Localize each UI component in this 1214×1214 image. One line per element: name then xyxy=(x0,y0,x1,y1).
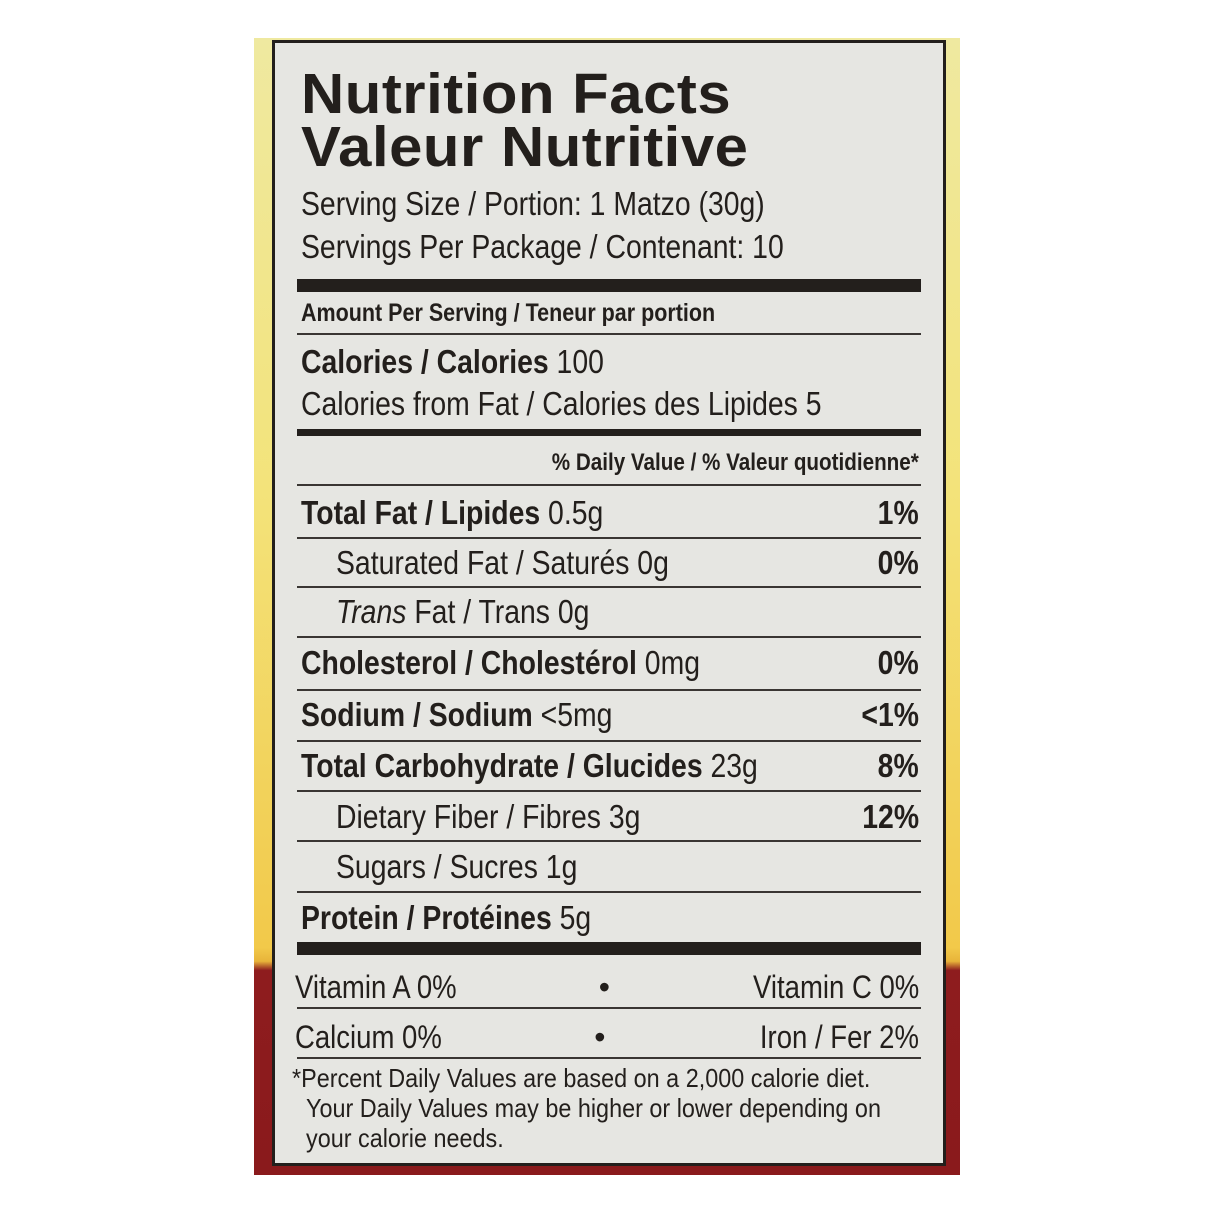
mineral-row: Calcium 0% • Iron / Fer 2% xyxy=(295,1018,919,1055)
divider-thick xyxy=(297,942,921,955)
divider xyxy=(297,840,921,842)
nutrient-row-total-carbohydrate: Total Carbohydrate / Glucides 23g 8% xyxy=(301,747,919,784)
nutrient-row-sugars: Sugars / Sucres 1g xyxy=(336,848,578,885)
title: Nutrition Facts xyxy=(301,62,732,126)
amount-per-serving: Amount Per Serving / Teneur par portion xyxy=(301,299,716,327)
divider xyxy=(297,484,921,486)
nutrient-row-dietary-fiber: Dietary Fiber / Fibres 3g 12% xyxy=(336,798,919,835)
divider-thick xyxy=(297,279,921,292)
divider xyxy=(297,689,921,691)
divider xyxy=(297,1057,921,1059)
divider xyxy=(297,891,921,893)
divider-medium xyxy=(297,429,921,436)
nutrient-row-protein: Protein / Protéines 5g xyxy=(301,899,592,936)
calories-from-fat: Calories from Fat / Calories des Lipides… xyxy=(301,385,822,422)
nutrient-row-trans-fat: Trans Fat / Trans 0g xyxy=(336,593,590,630)
divider xyxy=(297,740,921,742)
nutrient-row-sodium: Sodium / Sodium <5mg <1% xyxy=(301,696,919,733)
calories-label: Calories / Calories xyxy=(301,343,549,380)
nutrient-row-total-fat: Total Fat / Lipides 0.5g 1% xyxy=(301,494,919,531)
servings-per-package: Servings Per Package / Contenant: 10 xyxy=(301,228,784,265)
vitamin-row: Vitamin A 0% • Vitamin C 0% xyxy=(295,968,919,1005)
footnote: *Percent Daily Values are based on a 2,0… xyxy=(292,1063,881,1153)
divider xyxy=(297,333,921,335)
serving-size: Serving Size / Portion: 1 Matzo (30g) xyxy=(301,185,765,222)
nutrient-row-saturated-fat: Saturated Fat / Saturés 0g 0% xyxy=(336,544,919,581)
divider xyxy=(297,537,921,539)
divider xyxy=(297,636,921,638)
daily-value-header: % Daily Value / % Valeur quotidienne* xyxy=(551,449,919,476)
divider xyxy=(297,790,921,792)
title-fr: Valeur Nutritive xyxy=(301,115,749,179)
nutrient-row-cholesterol: Cholesterol / Cholestérol 0mg 0% xyxy=(301,644,919,681)
nutrition-label: Nutrition Facts Valeur Nutritive Serving… xyxy=(272,40,946,1166)
calories-value: 100 xyxy=(556,343,604,380)
divider xyxy=(297,1007,921,1009)
divider xyxy=(297,586,921,588)
